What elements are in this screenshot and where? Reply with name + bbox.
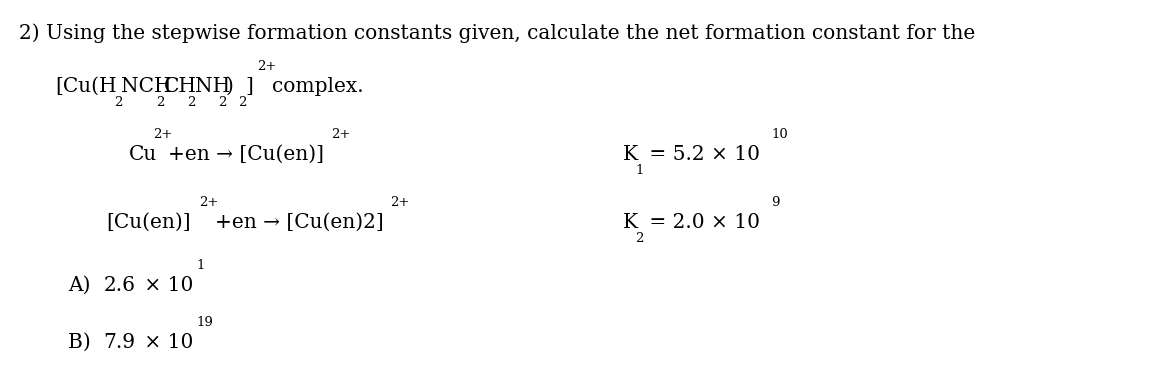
Text: [Cu(en)]: [Cu(en)] xyxy=(106,213,191,232)
Text: 9: 9 xyxy=(771,196,780,209)
Text: 1: 1 xyxy=(635,164,643,177)
Text: NH: NH xyxy=(195,77,230,96)
Text: K: K xyxy=(623,145,639,164)
Text: +en → [Cu(en)2]: +en → [Cu(en)2] xyxy=(214,213,383,232)
Text: 2+: 2+ xyxy=(153,128,172,141)
Text: CH: CH xyxy=(163,77,198,96)
Text: 2: 2 xyxy=(238,96,246,109)
Text: × 10: × 10 xyxy=(139,276,194,295)
Text: 2+: 2+ xyxy=(199,196,219,209)
Text: [Cu(H: [Cu(H xyxy=(55,77,116,96)
Text: 2+: 2+ xyxy=(389,196,409,209)
Text: K: K xyxy=(623,213,639,232)
Text: NCH: NCH xyxy=(121,77,172,96)
Text: 2+: 2+ xyxy=(258,60,276,73)
Text: 7.9: 7.9 xyxy=(103,333,135,352)
Text: 2: 2 xyxy=(219,96,227,109)
Text: A): A) xyxy=(68,276,98,295)
Text: 1: 1 xyxy=(196,259,205,272)
Text: 2) Using the stepwise formation constants given, calculate the net formation con: 2) Using the stepwise formation constant… xyxy=(19,23,975,43)
Text: ): ) xyxy=(226,77,234,96)
Text: complex.: complex. xyxy=(273,77,365,96)
Text: 10: 10 xyxy=(771,128,788,141)
Text: 2: 2 xyxy=(156,96,165,109)
Text: 19: 19 xyxy=(196,316,214,329)
Text: B): B) xyxy=(68,333,98,352)
Text: ]: ] xyxy=(246,77,253,96)
Text: × 10: × 10 xyxy=(139,333,194,352)
Text: +en → [Cu(en)]: +en → [Cu(en)] xyxy=(168,145,325,164)
Text: 2: 2 xyxy=(187,96,195,109)
Text: = 5.2 × 10: = 5.2 × 10 xyxy=(642,145,760,164)
Text: 2.6: 2.6 xyxy=(103,276,135,295)
Text: = 2.0 × 10: = 2.0 × 10 xyxy=(642,213,760,232)
Text: 2+: 2+ xyxy=(332,128,350,141)
Text: 2: 2 xyxy=(635,232,643,245)
Text: Cu: Cu xyxy=(129,145,158,164)
Text: 2: 2 xyxy=(114,96,122,109)
